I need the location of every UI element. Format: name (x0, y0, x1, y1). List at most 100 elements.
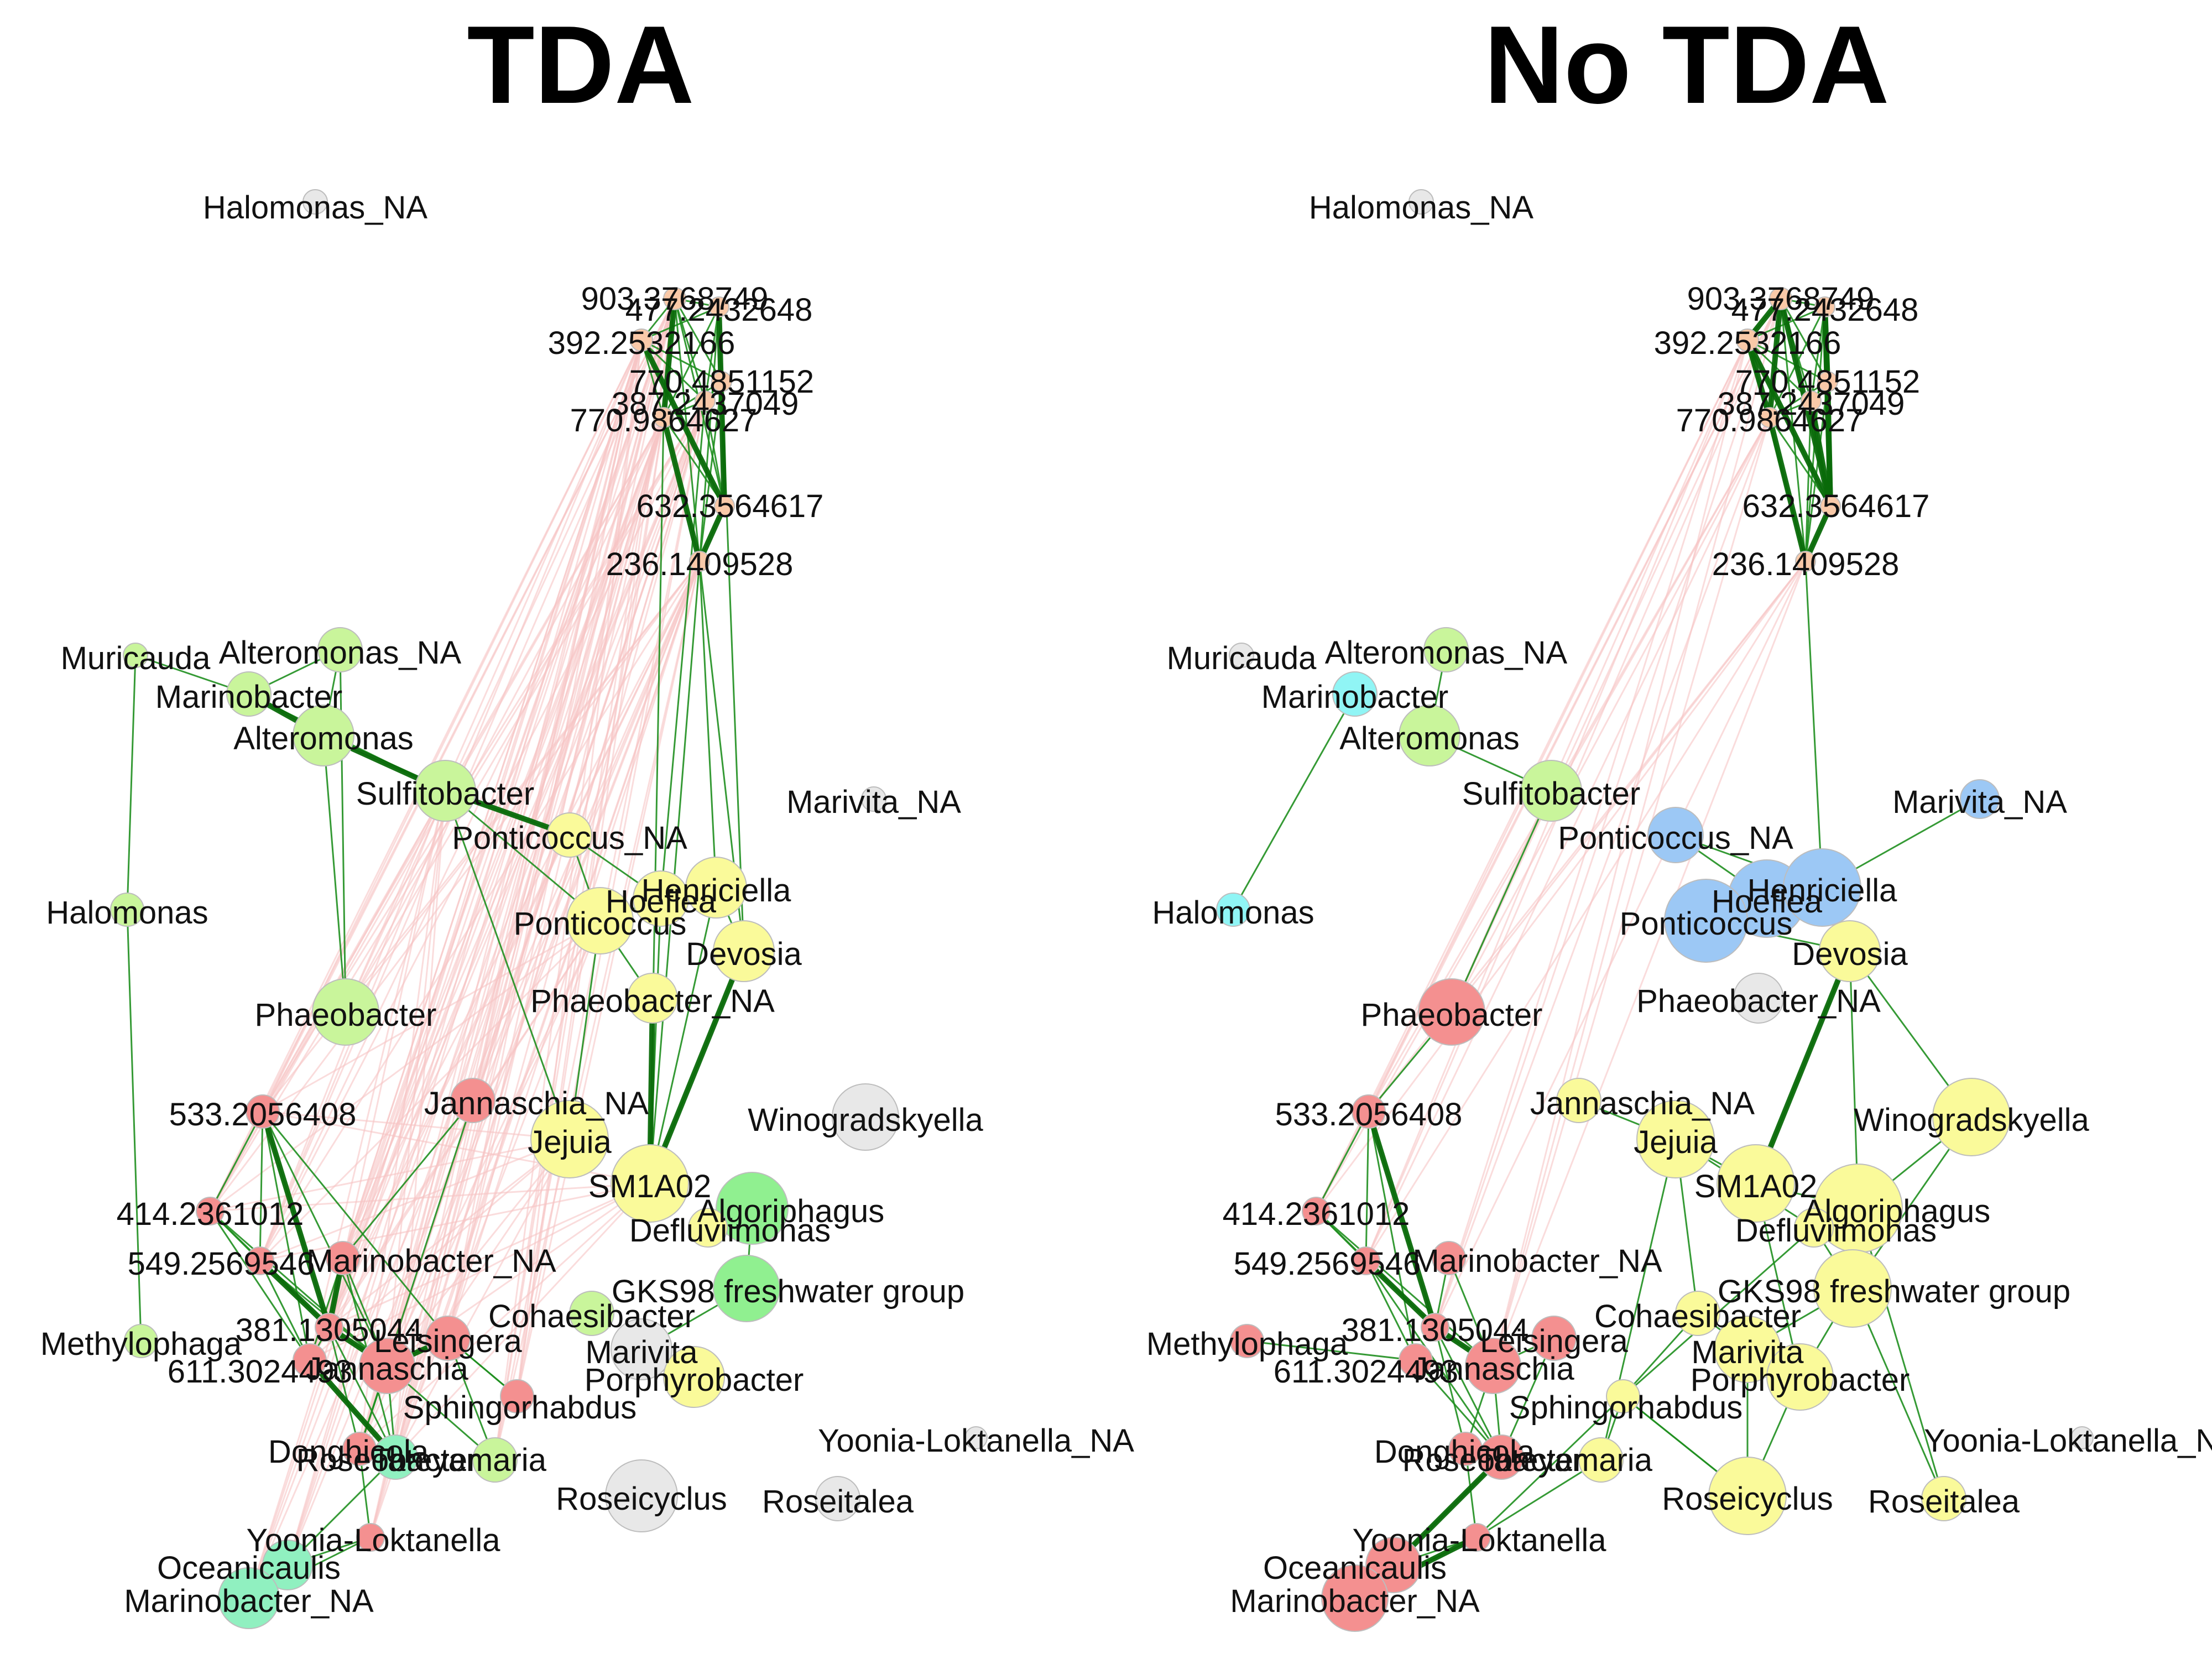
no-tda-node (1462, 1523, 1491, 1552)
tda-negative-edge (447, 417, 665, 1339)
no-tda-node (1817, 371, 1838, 392)
no-tda-node (1479, 1434, 1524, 1480)
no-tda-node-label: Defluviimonas (1735, 1213, 1937, 1249)
tda-node (246, 1094, 280, 1129)
no-tda-node-label: GKS98 freshwater group (1718, 1274, 2070, 1310)
tda-node (450, 1078, 495, 1123)
no-tda-node-label: 533.2056408 (1275, 1097, 1463, 1133)
no-tda-node-label: 236.1409528 (1712, 546, 1900, 582)
tda-negative-edge (369, 561, 701, 1538)
tda-negative-edge (516, 340, 643, 1397)
tda-node-label: 236.1409528 (606, 546, 794, 582)
no-tda-node-label: Winogradskyella (1854, 1102, 2089, 1138)
no-tda-node (1216, 893, 1250, 927)
no-tda-positive-edge (1232, 693, 1356, 910)
tda-node-label: Hoeflea (606, 884, 717, 920)
no-tda-node-label: Donghicola (1374, 1434, 1535, 1470)
no-tda-node (1820, 495, 1841, 517)
no-tda-node-label: Marinobacter (1261, 679, 1448, 715)
tda-positive-edge (210, 1210, 388, 1367)
tda-node (627, 973, 678, 1024)
tda-positive-edge (259, 1111, 264, 1261)
no-tda-positive-edge (1316, 1210, 1494, 1367)
tda-node (246, 1246, 274, 1275)
no-tda-node (1766, 1343, 1834, 1411)
tda-node-label: Halomonas (46, 895, 208, 931)
tda-negative-edge (309, 417, 665, 1361)
tda-node-label: Halomonas_NA (203, 190, 428, 226)
tda-negative-edge (472, 417, 665, 1101)
tda-node-label: Marivita_NA (786, 784, 961, 820)
tda-negative-edge (262, 920, 601, 1113)
tda-positive-edge (698, 306, 720, 562)
nodes-layer (110, 189, 2094, 1632)
no-tda-node-label: 770.4851152 (1735, 364, 1920, 400)
tda-node (711, 371, 732, 392)
no-tda-node-label: Phaeobacter_NA (1636, 983, 1881, 1019)
no-tda-panel-title: No TDA (1484, 3, 1890, 127)
no-tda-negative-edge (1451, 417, 1771, 1013)
tda-positive-edge (444, 790, 571, 1140)
no-tda-node-label: Alteromonas (1339, 721, 1520, 757)
tda-node (373, 1434, 418, 1480)
tda-node (815, 1476, 860, 1521)
tda-negative-edge (259, 1182, 650, 1262)
tda-node-label: Roseicyclus (556, 1481, 727, 1517)
tda-negative-edge (309, 340, 643, 1361)
no-tda-node-label: Muricauda (1167, 640, 1317, 676)
no-tda-node-label: 392.2532166 (1654, 325, 1841, 361)
tda-negative-edge (286, 561, 701, 1566)
no-tda-node-label: Phaeobacter (1361, 997, 1543, 1033)
tda-negative-edge (394, 1139, 571, 1458)
no-tda-node (1960, 779, 2000, 819)
no-tda-node (1302, 1197, 1331, 1225)
tda-negative-edge (345, 417, 665, 1013)
tda-node-label: 477.2432648 (625, 292, 813, 328)
tda-node-label: 387.2437049 (612, 386, 799, 422)
tda-node (663, 1346, 725, 1408)
no-tda-node-label: Porphyrobacter (1691, 1362, 1910, 1398)
tda-node-label: Donghicola (268, 1434, 429, 1470)
tda-node (695, 390, 716, 411)
no-tda-node-label: Roseobacter (1402, 1442, 1584, 1478)
no-tda-node-label: Algoriphagus (1803, 1193, 1991, 1229)
tda-node-label: 381.1305044 (236, 1312, 423, 1348)
tda-node-label: Marivita (585, 1334, 698, 1370)
tda-node (569, 1291, 614, 1336)
tda-node (293, 705, 354, 766)
tda-negative-edge (210, 1138, 570, 1212)
no-tda-node (1759, 407, 1780, 428)
tda-node (226, 671, 272, 717)
tda-node-label: Marinobacter_NA (306, 1243, 556, 1279)
tda-positive-edge (649, 561, 701, 1184)
tda-positive-edge (259, 1260, 311, 1361)
no-tda-node-label: Oceanicaulis (1263, 1550, 1447, 1586)
no-tda-positive-edge (1368, 1111, 1417, 1361)
no-tda-node-label: Halomonas_NA (1309, 190, 1534, 226)
tda-node (611, 1144, 689, 1223)
tda-node (530, 1100, 609, 1178)
no-tda-node (2070, 1426, 2094, 1449)
no-tda-positive-edge (1246, 1340, 1416, 1361)
tda-negative-edge (248, 340, 643, 1599)
tda-node-label: Muricauda (61, 640, 211, 676)
no-tda-negative-edge (1492, 417, 1771, 1366)
no-tda-node (1814, 296, 1835, 317)
no-tda-node (1421, 1313, 1449, 1342)
tda-positive-edge (126, 655, 137, 910)
no-tda-positive-edge (1769, 380, 1828, 419)
tda-node (500, 1379, 534, 1413)
no-tda-node-label: Yoonia-Loktanella_NA (1924, 1423, 2212, 1459)
tda-node-label: Yoonia-Loktanella (246, 1522, 500, 1558)
no-tda-node-label: Halomonas (1152, 895, 1314, 931)
no-tda-node (1819, 920, 1881, 982)
no-tda-node-label: Jannaschia_NA (1530, 1086, 1755, 1121)
no-tda-node-label: 770.9864627 (1676, 403, 1864, 439)
tda-negative-edge (358, 340, 643, 1449)
tda-node (124, 1324, 158, 1358)
no-tda-node (1813, 1249, 1892, 1328)
tda-node (414, 760, 476, 822)
no-tda-node (1332, 671, 1378, 717)
tda-node (605, 1459, 678, 1532)
